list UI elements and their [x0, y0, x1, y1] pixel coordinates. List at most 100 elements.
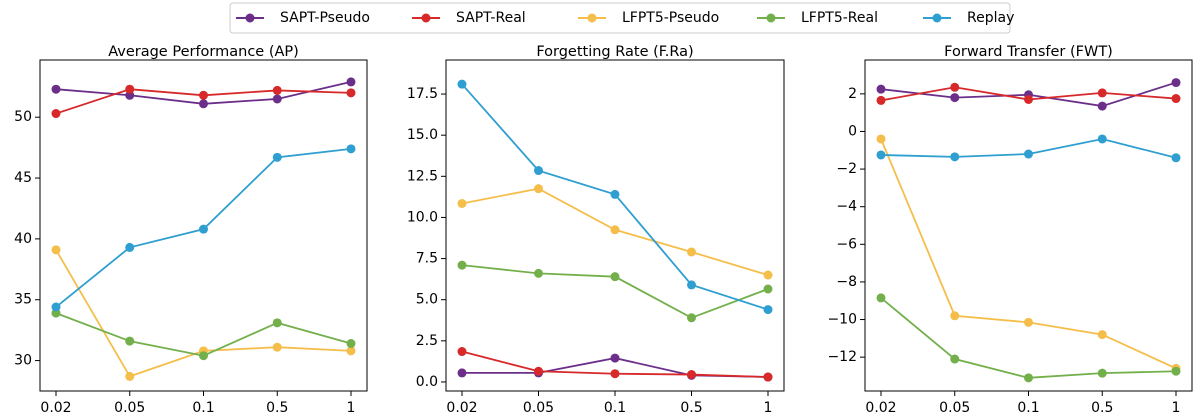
x-tick-label: 0.02 [40, 400, 71, 416]
data-point [876, 95, 886, 105]
data-point [876, 293, 886, 303]
data-point [876, 134, 886, 144]
x-tick-label: 0.05 [523, 400, 554, 416]
legend-marker [932, 13, 942, 23]
data-point [610, 369, 620, 379]
data-point [1097, 101, 1107, 111]
y-tick-label: 35 [14, 292, 32, 308]
data-point [534, 366, 543, 376]
data-point [51, 109, 61, 119]
data-point [346, 339, 356, 349]
legend-box [229, 2, 1011, 34]
data-point [1024, 94, 1033, 104]
legend-label: LFPT5-Real [801, 10, 878, 26]
x-tick-label: 0.05 [939, 400, 970, 416]
data-point [763, 270, 773, 280]
data-point [346, 77, 356, 87]
data-point [610, 189, 620, 199]
x-tick-label: 0.02 [446, 400, 477, 416]
data-point [534, 166, 543, 176]
y-tick-label: 0.0 [416, 374, 438, 390]
legend-label: SAPT-Real [456, 10, 526, 26]
y-tick-label: −6 [836, 236, 857, 252]
data-point [950, 93, 960, 103]
data-point [687, 247, 696, 257]
chart-title: Forward Transfer (FWT) [944, 44, 1113, 60]
data-point [457, 347, 467, 357]
y-tick-label: 30 [14, 353, 32, 369]
y-tick-label: 5.0 [416, 292, 438, 308]
data-point [457, 79, 467, 89]
x-tick-label: 0.5 [680, 400, 702, 416]
data-point [687, 313, 696, 323]
data-point [1024, 317, 1033, 327]
data-point [950, 311, 960, 321]
y-tick-label: −12 [827, 349, 857, 365]
x-tick-label: 0.1 [192, 400, 214, 416]
data-point [125, 84, 135, 94]
data-point [1171, 94, 1181, 104]
y-tick-label: −2 [836, 161, 857, 177]
data-point [876, 84, 886, 94]
x-tick-label: 0.05 [114, 400, 145, 416]
data-point [457, 368, 467, 378]
y-tick-label: 17.5 [407, 86, 438, 102]
y-tick-label: −10 [827, 312, 857, 328]
data-point [51, 84, 61, 94]
axes-frame [39, 59, 368, 392]
x-tick-label: 0.1 [604, 400, 626, 416]
x-tick-label: 0.02 [865, 400, 896, 416]
data-point [51, 302, 61, 312]
y-tick-label: 7.5 [416, 251, 438, 267]
data-point [125, 242, 135, 252]
axes-frame [445, 59, 785, 392]
data-point [763, 372, 773, 382]
data-point [457, 260, 467, 270]
x-tick-label: 1 [1172, 400, 1181, 416]
y-tick-label: 0 [848, 123, 857, 139]
data-point [199, 224, 208, 234]
data-point [346, 88, 356, 98]
y-tick-label: 40 [14, 231, 32, 247]
x-tick-label: 0.5 [1091, 400, 1113, 416]
x-tick-label: 1 [347, 400, 356, 416]
data-point [1024, 149, 1033, 159]
data-point [51, 245, 61, 255]
axes-frame [864, 59, 1193, 392]
chart-title: Average Performance (AP) [108, 44, 299, 60]
data-point [272, 318, 282, 328]
data-point [610, 353, 620, 363]
data-point [876, 150, 886, 160]
data-point [1171, 366, 1181, 376]
data-point [1097, 88, 1107, 98]
data-point [534, 268, 543, 278]
data-point [1097, 134, 1107, 144]
data-point [763, 284, 773, 294]
data-point [199, 351, 208, 361]
data-point [125, 371, 135, 381]
y-tick-label: 50 [14, 109, 32, 125]
legend-label: Replay [967, 10, 1014, 26]
data-point [272, 94, 282, 104]
y-tick-label: 10.0 [407, 209, 438, 225]
data-point [1097, 330, 1107, 340]
x-tick-label: 1 [764, 400, 773, 416]
data-point [687, 370, 696, 380]
data-point [534, 184, 543, 194]
x-tick-label: 0.1 [1017, 400, 1039, 416]
data-point [950, 152, 960, 162]
data-point [272, 85, 282, 95]
data-point [763, 305, 773, 315]
data-point [610, 225, 620, 235]
legend-marker [766, 13, 776, 23]
data-point [1171, 153, 1181, 163]
x-tick-label: 0.5 [266, 400, 288, 416]
y-tick-label: 45 [14, 170, 32, 186]
data-point [346, 346, 356, 356]
series-line [880, 297, 1177, 379]
data-point [199, 99, 208, 109]
chart-title: Forgetting Rate (F.Ra) [536, 44, 693, 60]
y-tick-label: 15.0 [407, 127, 438, 143]
data-point [1024, 373, 1033, 383]
data-point [457, 198, 467, 208]
